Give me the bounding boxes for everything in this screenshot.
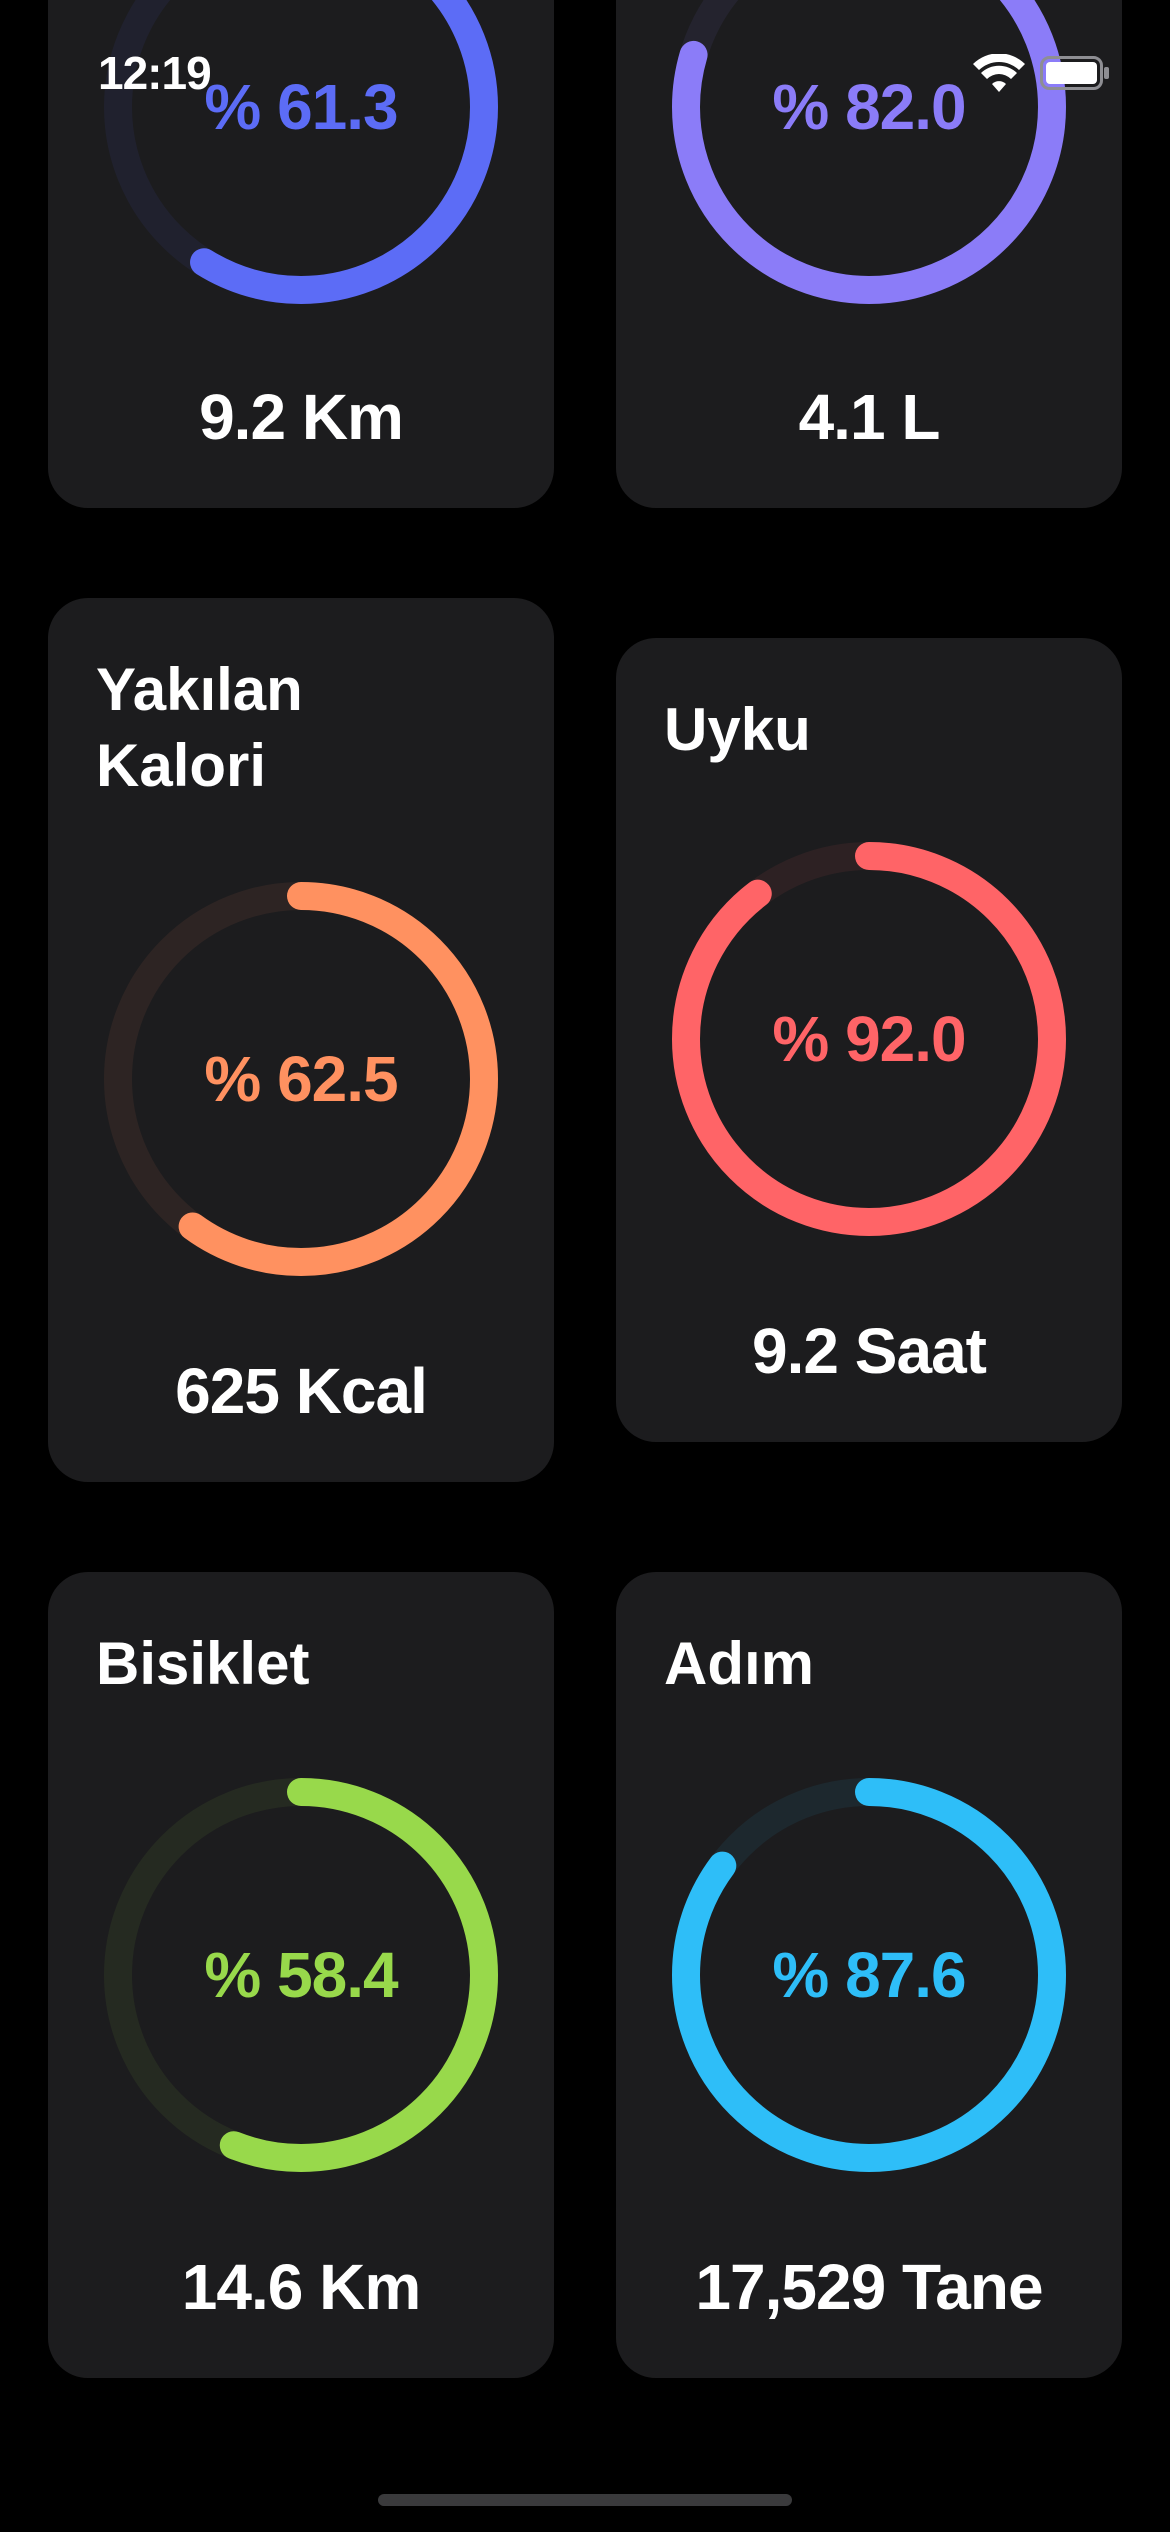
progress-percent: % 87.6 <box>772 1939 966 2011</box>
home-indicator[interactable] <box>378 2494 792 2506</box>
battery-icon <box>1040 56 1109 90</box>
card-amount: 17,529 Tane <box>695 2251 1043 2323</box>
ring-progress <box>672 1778 1066 2172</box>
ring-progress <box>104 0 498 304</box>
progress-percent: % 82.0 <box>772 71 966 143</box>
card-title: Adım <box>664 1630 814 1697</box>
progress-ring: % 82.0 <box>672 0 1066 304</box>
ring-progress <box>104 882 498 1276</box>
card-amount: 625 Kcal <box>175 1355 428 1427</box>
ring-progress <box>672 0 1066 304</box>
card-amount: 9.2 Saat <box>752 1315 987 1387</box>
status-bar: 12:19 <box>0 0 1170 150</box>
progress-percent: % 92.0 <box>772 1003 966 1075</box>
card-title: Yakılan Kalori <box>96 656 303 799</box>
progress-ring: % 61.3 <box>104 0 498 304</box>
card-title: Bisiklet <box>96 1630 310 1697</box>
progress-ring: % 92.0 <box>672 842 1066 1236</box>
activity-card-water[interactable]: % 82.0 4.1 L <box>616 0 1122 508</box>
progress-percent: % 62.5 <box>204 1043 398 1115</box>
progress-ring: % 62.5 <box>104 882 498 1276</box>
card-title: Uyku <box>664 696 811 763</box>
card-amount: 9.2 Km <box>199 381 404 453</box>
activity-card-calories[interactable]: Yakılan Kalori % 62.5 625 Kcal <box>48 598 554 1482</box>
activity-card-sleep[interactable]: Uyku % 92.0 9.2 Saat <box>616 638 1122 1442</box>
card-amount: 14.6 Km <box>181 2251 421 2323</box>
ring-progress <box>672 842 1066 1236</box>
progress-ring: % 58.4 <box>104 1778 498 2172</box>
activity-card-distance[interactable]: % 61.3 9.2 Km <box>48 0 554 508</box>
wifi-icon <box>973 54 1025 92</box>
progress-percent: % 58.4 <box>204 1939 398 2011</box>
progress-ring: % 87.6 <box>672 1778 1066 2172</box>
status-time: 12:19 <box>98 47 212 99</box>
activity-card-steps[interactable]: Adım % 87.6 17,529 Tane <box>616 1572 1122 2378</box>
ring-progress <box>104 1778 498 2172</box>
activity-card-cycling[interactable]: Bisiklet % 58.4 14.6 Km <box>48 1572 554 2378</box>
card-amount: 4.1 L <box>798 381 941 453</box>
progress-percent: % 61.3 <box>204 71 398 143</box>
